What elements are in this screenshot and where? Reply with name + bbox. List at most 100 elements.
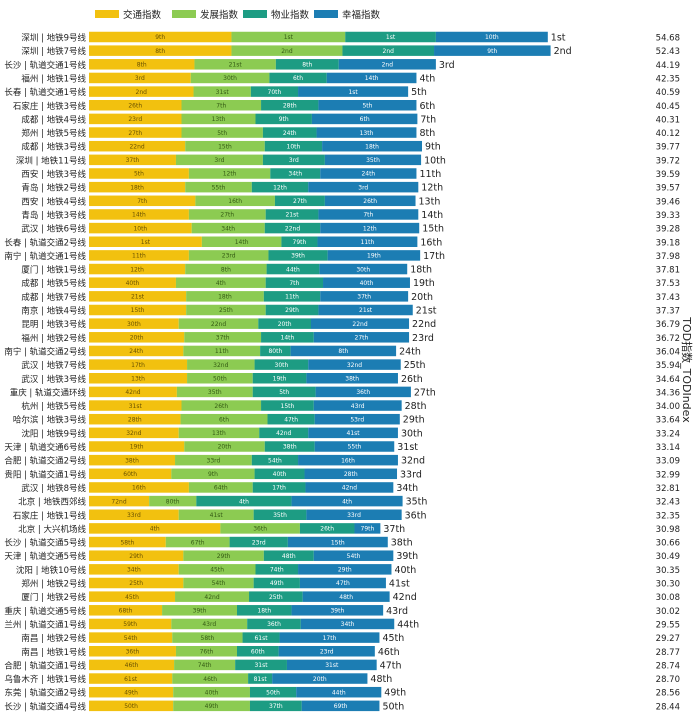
bar-segment (175, 454, 252, 466)
bar-segment (296, 686, 382, 698)
bar-segment (89, 127, 182, 138)
bar-segment (149, 495, 197, 507)
bar-segment (220, 523, 300, 534)
segment-rank-label: 5th (217, 130, 227, 137)
segment-rank-label: 14th (235, 239, 249, 246)
bar-segment (165, 536, 230, 548)
bar-segment (265, 209, 319, 220)
legend-label: 幸福指数 (342, 9, 381, 21)
overall-rank-label: 20th (411, 292, 433, 303)
bar-segment (172, 632, 243, 643)
bar-segment (89, 632, 173, 643)
segment-rank-label: 40th (205, 689, 219, 696)
total-value-label: 33.64 (656, 416, 680, 426)
bar-segment (185, 263, 267, 275)
total-value-label: 28.77 (656, 648, 680, 658)
row-label: 长沙 | 轨道交通1号线 (4, 60, 86, 71)
segment-rank-label: 17th (323, 635, 337, 642)
table-row: 重庆 | 轨道交通环线 42nd 35th 5th 36th 27th 34.36 (10, 386, 680, 398)
overall-rank-label: 28th (405, 401, 427, 412)
bar-segment (89, 659, 175, 671)
legend-swatch (95, 10, 119, 18)
total-value-label: 40.12 (656, 129, 680, 139)
bar-segment (250, 86, 299, 97)
segment-rank-label: 79th (293, 239, 307, 246)
row-label: 兰州 | 轨道交通1号线 (4, 619, 86, 630)
segment-rank-label: 39th (330, 608, 344, 615)
bar-segment (172, 673, 249, 684)
overall-rank-label: 46th (378, 647, 400, 658)
table-row: 武汉 | 地铁8号线 16th 64th 17th 42nd 34th 32.81 (21, 482, 680, 494)
bar-segment (175, 277, 266, 288)
bar-segment (268, 250, 328, 261)
overall-rank-label: 16th (420, 237, 442, 248)
bar-segment (89, 495, 150, 507)
segment-rank-label: 28th (344, 471, 358, 478)
total-value-label: 52.43 (656, 47, 680, 57)
segment-rank-label: 35th (366, 157, 380, 164)
bar-segment (313, 332, 410, 343)
table-row: 长沙 | 轨道交通1号线 8th 21st 8th 2nd 3rd 44.19 (4, 59, 680, 71)
row-label: 杭州 | 地铁5号线 (21, 401, 86, 412)
segment-rank-label: 49th (270, 580, 284, 587)
legend-swatch (243, 10, 267, 18)
bar-segment (89, 140, 186, 152)
segment-rank-label: 68th (119, 608, 133, 615)
segment-rank-label: 48th (282, 553, 296, 560)
segment-rank-label: 30th (223, 75, 237, 82)
bar-segment (178, 509, 254, 520)
bar-segment (89, 318, 179, 329)
bar-segment (194, 59, 276, 70)
bar-segment (89, 113, 182, 125)
bar-segment (181, 127, 263, 138)
segment-rank-label: 20th (278, 321, 292, 328)
bar-segment (262, 127, 317, 138)
segment-rank-label: 12th (130, 266, 144, 273)
bar-segment (254, 359, 309, 370)
overall-rank-label: 45th (382, 633, 404, 644)
row-label: 南宁 | 轨道交通1号线 (4, 251, 86, 262)
segment-rank-label: 42nd (204, 594, 219, 601)
segment-rank-label: 20th (218, 444, 232, 451)
row-label: 沈阳 | 地铁10号线 (16, 565, 87, 576)
table-row: 长春 | 轨道交通1号线 2nd 31st 70th 1st 5th 40.59 (4, 86, 680, 98)
total-value-label: 32.99 (656, 470, 680, 480)
bar-segment (291, 495, 403, 507)
bar-segment (188, 168, 271, 179)
segment-rank-label: 54th (347, 553, 361, 560)
bar-segment (89, 577, 184, 589)
bar-segment (175, 591, 250, 602)
total-value-label: 40.59 (656, 88, 680, 98)
segment-rank-label: 36th (356, 389, 370, 396)
table-row: 合肥 | 轨道交通1号线 46th 74th 31st 31st 47th 28.74 (4, 659, 680, 671)
bar-segment (324, 154, 422, 166)
bar-segment (345, 31, 436, 43)
segment-rank-label: 37th (126, 157, 140, 164)
total-value-label: 37.37 (656, 307, 680, 317)
bar-segment (175, 646, 237, 657)
row-label: 西安 | 地铁4号线 (21, 196, 86, 207)
bar-segment (89, 154, 176, 166)
total-value-label: 30.30 (656, 580, 680, 590)
bar-segment (193, 86, 251, 97)
segment-rank-label: 26th (128, 102, 142, 109)
row-label: 长春 | 轨道交通2号线 (4, 237, 86, 248)
segment-rank-label: 81st (254, 676, 268, 683)
segment-rank-label: 3rd (358, 184, 368, 191)
segment-rank-label: 61st (254, 635, 268, 642)
overall-rank-label: 27th (414, 387, 436, 398)
row-label: 北京 | 大兴机场线 (18, 524, 86, 535)
segment-rank-label: 47th (336, 580, 350, 587)
overall-rank-label: 39th (396, 551, 418, 562)
segment-rank-label: 8th (221, 266, 231, 273)
bar-segment (263, 291, 321, 302)
segment-rank-label: 38th (283, 444, 297, 451)
table-row: 重庆 | 轨道交通5号线 68th 39th 18th 39th 43rd 30.02 (4, 605, 680, 617)
segment-rank-label: 3rd (135, 75, 145, 82)
table-row: 福州 | 地铁2号线 20th 37th 14th 27th 23rd 36.72 (21, 332, 680, 344)
row-label: 昆明 | 地铁3号线 (21, 319, 86, 330)
segment-rank-label: 2nd (281, 48, 293, 55)
segment-rank-label: 29th (285, 307, 299, 314)
overall-rank-label: 8th (419, 128, 435, 139)
segment-rank-label: 45th (210, 567, 224, 574)
